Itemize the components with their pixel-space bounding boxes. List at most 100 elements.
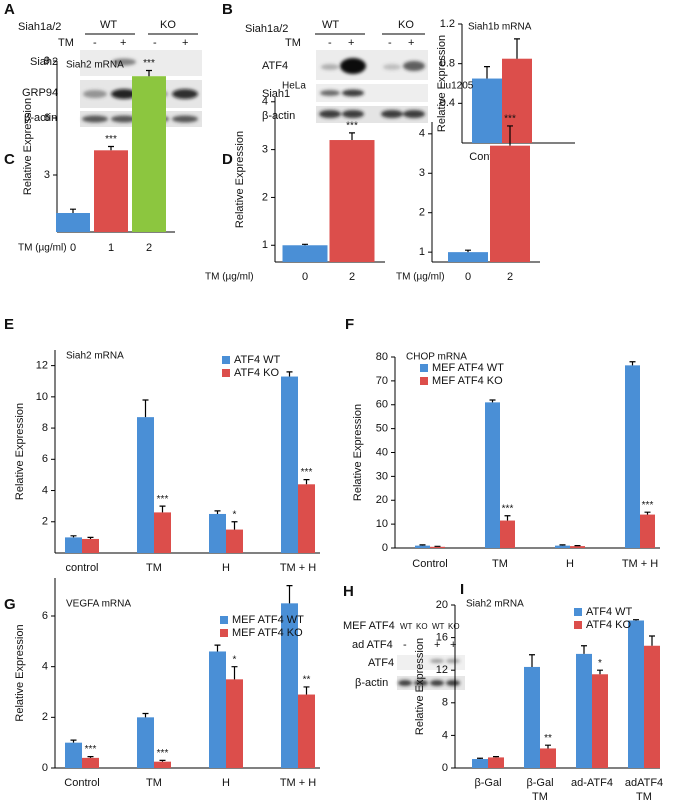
error-bar [231,666,238,680]
y-tick-label: 4 [419,128,425,140]
y-tick-label: 3 [44,169,50,181]
bar [472,759,488,768]
error-bar [489,399,496,403]
error-bar [529,654,535,667]
x-tick-label: TM [532,791,548,802]
bar [65,742,82,768]
bar [524,666,540,768]
error-bar [477,757,483,760]
y-tick-label: 0.8 [440,58,455,70]
blot-strip [316,106,428,123]
bar [329,140,375,262]
group: WT [100,19,117,31]
y-tick-label: 4 [262,96,268,108]
error-bar [559,544,566,546]
legend-label: ATF4 WT [234,354,281,366]
panel-label: H [343,583,354,600]
y-axis-label: Relative Expression [352,404,364,501]
sign: + [120,37,126,49]
group: KO [160,19,176,31]
legend-swatch [420,364,428,372]
x-tick-label: β-Gal [474,777,501,789]
error-bar [70,739,77,743]
sign: + [408,37,414,49]
legend-label: ATF4 WT [586,606,633,618]
y-tick-label: 9 [44,55,50,67]
bar [154,761,171,768]
panel-label: B [222,1,233,18]
genotype: MEF ATF4 [343,620,395,632]
y-tick-label: 1 [262,239,268,251]
bar [448,252,488,262]
y-axis-label: Relative Expression [234,131,246,228]
bar [65,537,82,553]
significance: *** [642,500,654,511]
x-tick-label: β-Gal [526,777,553,789]
error-bar [303,479,310,485]
significance: * [598,658,602,669]
significance: * [233,509,237,520]
bar [132,76,166,232]
significance: *** [143,58,155,69]
error-bar [214,510,221,514]
error-bar [465,249,471,253]
y-tick-label: 8 [42,422,48,434]
panel-label: E [4,316,14,333]
y-tick-label: 0 [382,542,388,554]
legend-label: MEF ATF4 WT [232,614,304,626]
chart-title: VEGFA mRNA [66,599,131,610]
x-tick-label: adATF4 [625,777,663,789]
significance: *** [504,114,516,125]
x-tick-label: TM + H [622,558,658,570]
bar [488,757,504,768]
legend-swatch [222,369,230,377]
legend-swatch [574,608,582,616]
bar [570,546,585,548]
bands [398,659,460,686]
error-bar [514,38,520,59]
row-label: ATF4 [368,657,394,669]
y-tick-label: 50 [376,423,388,435]
significance: *** [502,503,514,514]
y-tick-label: 1 [419,246,425,258]
legend-label: ATF4 KO [586,619,631,631]
x-tick-label: H [222,562,230,574]
bar [592,674,608,768]
bar [298,484,315,553]
y-axis-label: Relative Expression [436,35,448,132]
x-tick-label: 2 [507,271,513,283]
treatment: TM [285,37,301,49]
genotype: Siah1a/2 [18,21,61,33]
panel-label: G [4,596,16,613]
x-axis-label: TM (µg/ml) [396,272,445,283]
panel-label: F [345,316,354,333]
y-axis-label: Relative Expression [22,98,34,195]
x-tick-label: 1 [108,242,114,254]
row-label: GRP94 [22,87,58,99]
x-tick-label: Control [412,558,447,570]
error-bar [629,361,636,366]
sign: + [348,37,354,49]
error-bar [108,145,114,151]
y-tick-label: 8 [442,697,448,709]
significance: *** [346,121,358,132]
sign: + [182,37,188,49]
row-label: ATF4 [262,60,288,72]
y-tick-label: 20 [376,494,388,506]
error-bar [70,208,76,213]
chart-title: Siah2 mRNA [66,60,124,71]
legend-label: ATF4 KO [234,367,279,379]
y-tick-label: 40 [376,446,388,458]
error-bar [581,645,587,654]
error-bar [159,759,166,762]
error-bar [87,536,94,539]
y-tick-label: 2 [419,207,425,219]
y-axis-label: Relative Expression [14,624,26,721]
error-bar [597,669,603,675]
row-label: β-actin [24,112,57,124]
error-bar [159,505,166,513]
y-tick-label: 12 [36,360,48,372]
y-tick-label: 0 [42,762,48,774]
legend-swatch [220,616,228,624]
group: WT [432,622,445,631]
